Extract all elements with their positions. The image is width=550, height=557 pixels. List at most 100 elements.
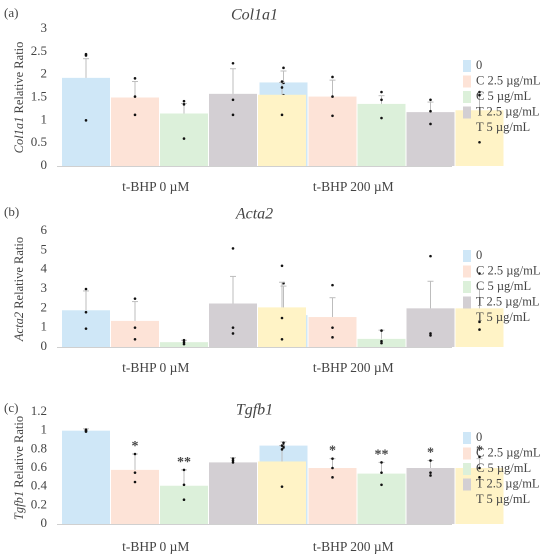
legend-swatch: [463, 60, 471, 72]
data-point: [133, 95, 137, 98]
legend-swatch: [463, 250, 471, 262]
data-point: [280, 444, 284, 447]
data-point: [231, 113, 235, 117]
legend-swatch: [463, 312, 471, 324]
bar: [62, 77, 110, 166]
data-point: [331, 114, 334, 118]
legend-swatch: [463, 296, 471, 309]
data-point: [331, 336, 334, 339]
legend-swatch: [463, 478, 471, 491]
legend-swatch: [463, 494, 471, 506]
bar: [406, 308, 455, 347]
legend-swatch: [463, 463, 471, 475]
y-axis-label-text: Relative Ratio: [12, 416, 26, 491]
data-point: [84, 327, 88, 330]
panel-tag: (b): [4, 204, 19, 219]
y-axis-label: Acta2 Relative Ratio: [12, 237, 26, 342]
y-axis-label-text: Relative Ratio: [12, 42, 26, 117]
panel-tag: (c): [4, 400, 18, 415]
bar: [111, 469, 159, 524]
significance-mark: *: [329, 444, 336, 459]
legend-label: C 5 µg/mL: [476, 279, 531, 293]
data-point: [133, 471, 137, 474]
x-category-label: t-BHP 200 µM: [313, 360, 394, 375]
data-point: [380, 341, 383, 345]
y-tick-label: 3: [41, 280, 48, 295]
data-point: [478, 90, 481, 94]
data-point: [280, 80, 284, 83]
data-point: [84, 119, 88, 122]
data-point: [182, 137, 186, 140]
data-point: [231, 326, 235, 329]
data-point: [380, 90, 383, 94]
x-category-label: t-BHP 200 µM: [313, 539, 394, 554]
data-point: [84, 430, 88, 433]
data-point: [478, 140, 481, 144]
legend-label: T 5 µg/mL: [476, 310, 530, 324]
data-point: [182, 498, 186, 502]
chart-panel-acta2: (b) Acta2 0 1 2 3 4 5 6 Acta2 Relative Ratio t-BHP…: [4, 204, 541, 375]
legend-swatch: [463, 432, 471, 444]
data-point: [231, 247, 235, 250]
y-tick-label: 1.5: [31, 88, 47, 103]
data-point: [429, 334, 432, 337]
legend-label: 0: [476, 58, 482, 72]
data-point: [331, 95, 334, 98]
y-tick-label: 2: [41, 299, 48, 314]
data-point: [182, 338, 186, 342]
data-point: [380, 116, 383, 120]
data-point: [380, 329, 383, 332]
data-point: [331, 75, 334, 79]
y-tick-label: 4: [41, 261, 48, 276]
data-point: [84, 54, 88, 57]
bar: [406, 112, 455, 166]
data-point: [133, 113, 137, 117]
bar: [357, 103, 406, 166]
data-point: [429, 98, 432, 102]
data-point: [280, 113, 284, 117]
legend-label: T 2.5 µg/mL: [476, 104, 540, 118]
y-tick-label: 0.6: [31, 459, 48, 474]
data-point: [282, 446, 285, 449]
data-point: [478, 272, 481, 275]
bar: [357, 473, 406, 524]
data-point: [429, 332, 432, 335]
legend-label: 0: [476, 430, 482, 444]
y-tick-label: 1: [41, 111, 48, 126]
data-point: [182, 340, 186, 344]
data-point: [182, 103, 186, 106]
data-point: [478, 455, 481, 459]
bar: [111, 320, 159, 347]
data-point: [133, 337, 137, 341]
legend-label: C 5 µg/mL: [476, 89, 531, 103]
legend-label: T 2.5 µg/mL: [476, 294, 540, 308]
legend-swatch: [463, 91, 471, 103]
y-axis-label-gene: Acta2: [12, 312, 26, 342]
y-tick-label: 0: [41, 515, 48, 530]
legend-label: C 2.5 µg/mL: [476, 73, 541, 87]
chart-title: Acta2: [235, 206, 273, 223]
data-point: [280, 485, 284, 488]
data-point: [478, 328, 481, 331]
legend-swatch: [463, 75, 471, 88]
data-point: [429, 254, 432, 258]
data-point: [84, 287, 88, 291]
legend-label: C 2.5 µg/mL: [476, 445, 541, 459]
panel-tag: (a): [4, 5, 18, 20]
x-category-label: t-BHP 0 µM: [122, 360, 189, 375]
x-category-label: t-BHP 0 µM: [122, 539, 189, 554]
data-point: [182, 342, 186, 346]
y-tick-label: 0.2: [31, 496, 47, 511]
legend-label: C 5 µg/mL: [476, 461, 531, 475]
data-point: [231, 457, 235, 460]
bar: [209, 462, 257, 524]
bar: [455, 110, 504, 166]
data-point: [133, 77, 137, 80]
bar: [209, 93, 257, 166]
significance-mark: *: [132, 439, 139, 454]
data-point: [231, 459, 235, 462]
data-point: [133, 452, 137, 456]
chart-panel-tgfb1: (c) Tgfb1 0 0.2 0.4 0.6 0.8 1 1.2 Tgfb1 Relative …: [4, 400, 541, 554]
data-point: [280, 448, 284, 451]
